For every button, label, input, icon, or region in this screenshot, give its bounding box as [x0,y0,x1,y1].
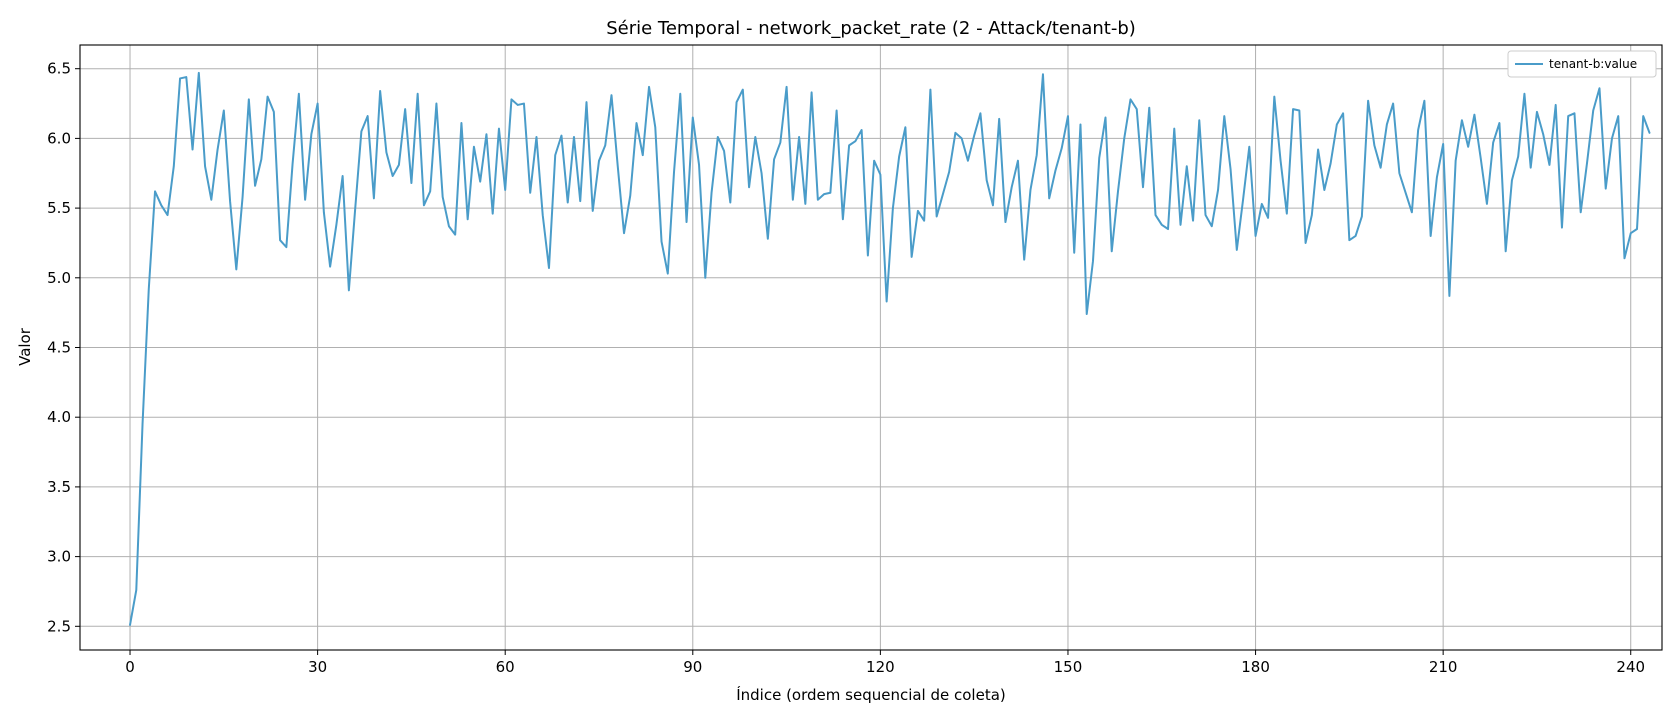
chart-title: Série Temporal - network_packet_rate (2 … [606,18,1136,39]
y-axis: 2.5 3.0 3.5 4.0 4.5 5.0 5.5 6.0 6.5 [47,60,80,635]
y-tick-label: 2.5 [47,617,71,635]
y-tick-label: 4.5 [47,339,71,357]
series-line [129,71,1651,626]
x-tick-label: 150 [1054,658,1083,676]
x-tick-label: 120 [866,658,895,676]
y-tick-label: 3.0 [47,548,71,566]
y-tick-label: 3.5 [47,478,71,496]
grid [80,45,1662,650]
legend-label: tenant-b:value [1549,57,1637,71]
x-tick-label: 0 [125,658,135,676]
y-axis-label: Valor [16,327,34,366]
y-tick-label: 4.0 [47,408,71,426]
y-tick-label: 6.0 [47,129,71,147]
x-tick-label: 240 [1616,658,1645,676]
x-axis: 0 30 60 90 120 150 180 210 240 [125,650,1645,676]
legend-box [1507,50,1657,78]
x-axis-label: Índice (ordem sequencial de coleta) [736,685,1006,704]
x-tick-label: 60 [496,658,515,676]
x-tick-label: 30 [308,658,327,676]
y-tick-label: 6.5 [47,60,71,78]
x-tick-label: 210 [1429,658,1458,676]
x-tick-label: 90 [683,658,702,676]
y-tick-label: 5.5 [47,199,71,217]
series-layer [129,71,1651,626]
x-tick-label: 180 [1241,658,1270,676]
legend: tenant-b:value [1507,50,1657,78]
y-tick-label: 5.0 [47,269,71,287]
